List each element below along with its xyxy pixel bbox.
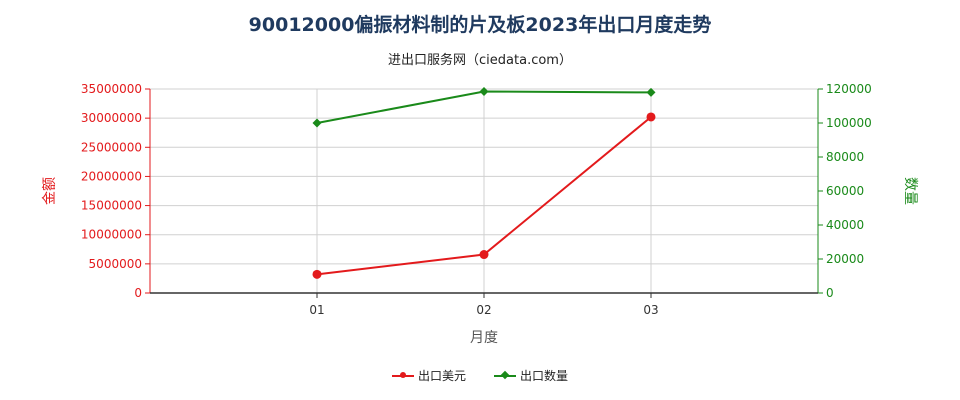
x-axis-title: 月度 bbox=[470, 330, 498, 346]
y-left-tick-label: 15000000 bbox=[81, 199, 142, 213]
series-0-point bbox=[646, 112, 656, 122]
x-tick-label: 02 bbox=[476, 303, 491, 317]
legend: 出口美元 出口数量 bbox=[0, 367, 960, 384]
y-left-tick-label: 10000000 bbox=[81, 228, 142, 242]
x-tick-label: 01 bbox=[309, 303, 324, 317]
series-1-point bbox=[312, 118, 322, 128]
y-left-tick-label: 30000000 bbox=[81, 111, 142, 125]
y-right-tick-label: 0 bbox=[826, 286, 834, 300]
legend-label-series-1: 出口数量 bbox=[520, 369, 569, 383]
y-left-tick-label: 0 bbox=[134, 286, 142, 300]
y-right-tick-label: 120000 bbox=[826, 82, 872, 96]
y-left-axis-title: 金额 bbox=[42, 177, 58, 205]
legend-item-series-1[interactable]: 出口数量 bbox=[494, 367, 568, 384]
y-left-tick-label: 5000000 bbox=[89, 257, 142, 271]
series-1-point bbox=[646, 87, 656, 97]
legend-swatch-green-line bbox=[494, 370, 516, 379]
series-0-point bbox=[479, 250, 489, 260]
series-0-point bbox=[312, 269, 322, 279]
y-right-tick-label: 40000 bbox=[826, 218, 864, 232]
y-right-tick-label: 20000 bbox=[826, 252, 864, 266]
x-tick-label: 03 bbox=[643, 303, 658, 317]
chart-subtitle: 进出口服务网（ciedata.com） bbox=[388, 53, 572, 68]
legend-item-series-0[interactable]: 出口美元 bbox=[391, 367, 466, 384]
legend-label-series-0: 出口美元 bbox=[417, 369, 466, 383]
y-left-tick-label: 20000000 bbox=[81, 169, 142, 183]
y-left-tick-label: 35000000 bbox=[81, 82, 142, 96]
y-right-tick-label: 80000 bbox=[826, 150, 864, 164]
y-left-tick-label: 25000000 bbox=[81, 140, 142, 154]
y-right-tick-label: 60000 bbox=[826, 184, 864, 198]
y-right-tick-label: 100000 bbox=[826, 116, 872, 130]
legend-swatch-red-line bbox=[391, 371, 414, 378]
y-right-axis-title: 数量 bbox=[902, 177, 918, 205]
series-1-point bbox=[479, 87, 489, 97]
chart-title: 90012000偏振材料制的片及板2023年出口月度走势 bbox=[248, 14, 712, 36]
